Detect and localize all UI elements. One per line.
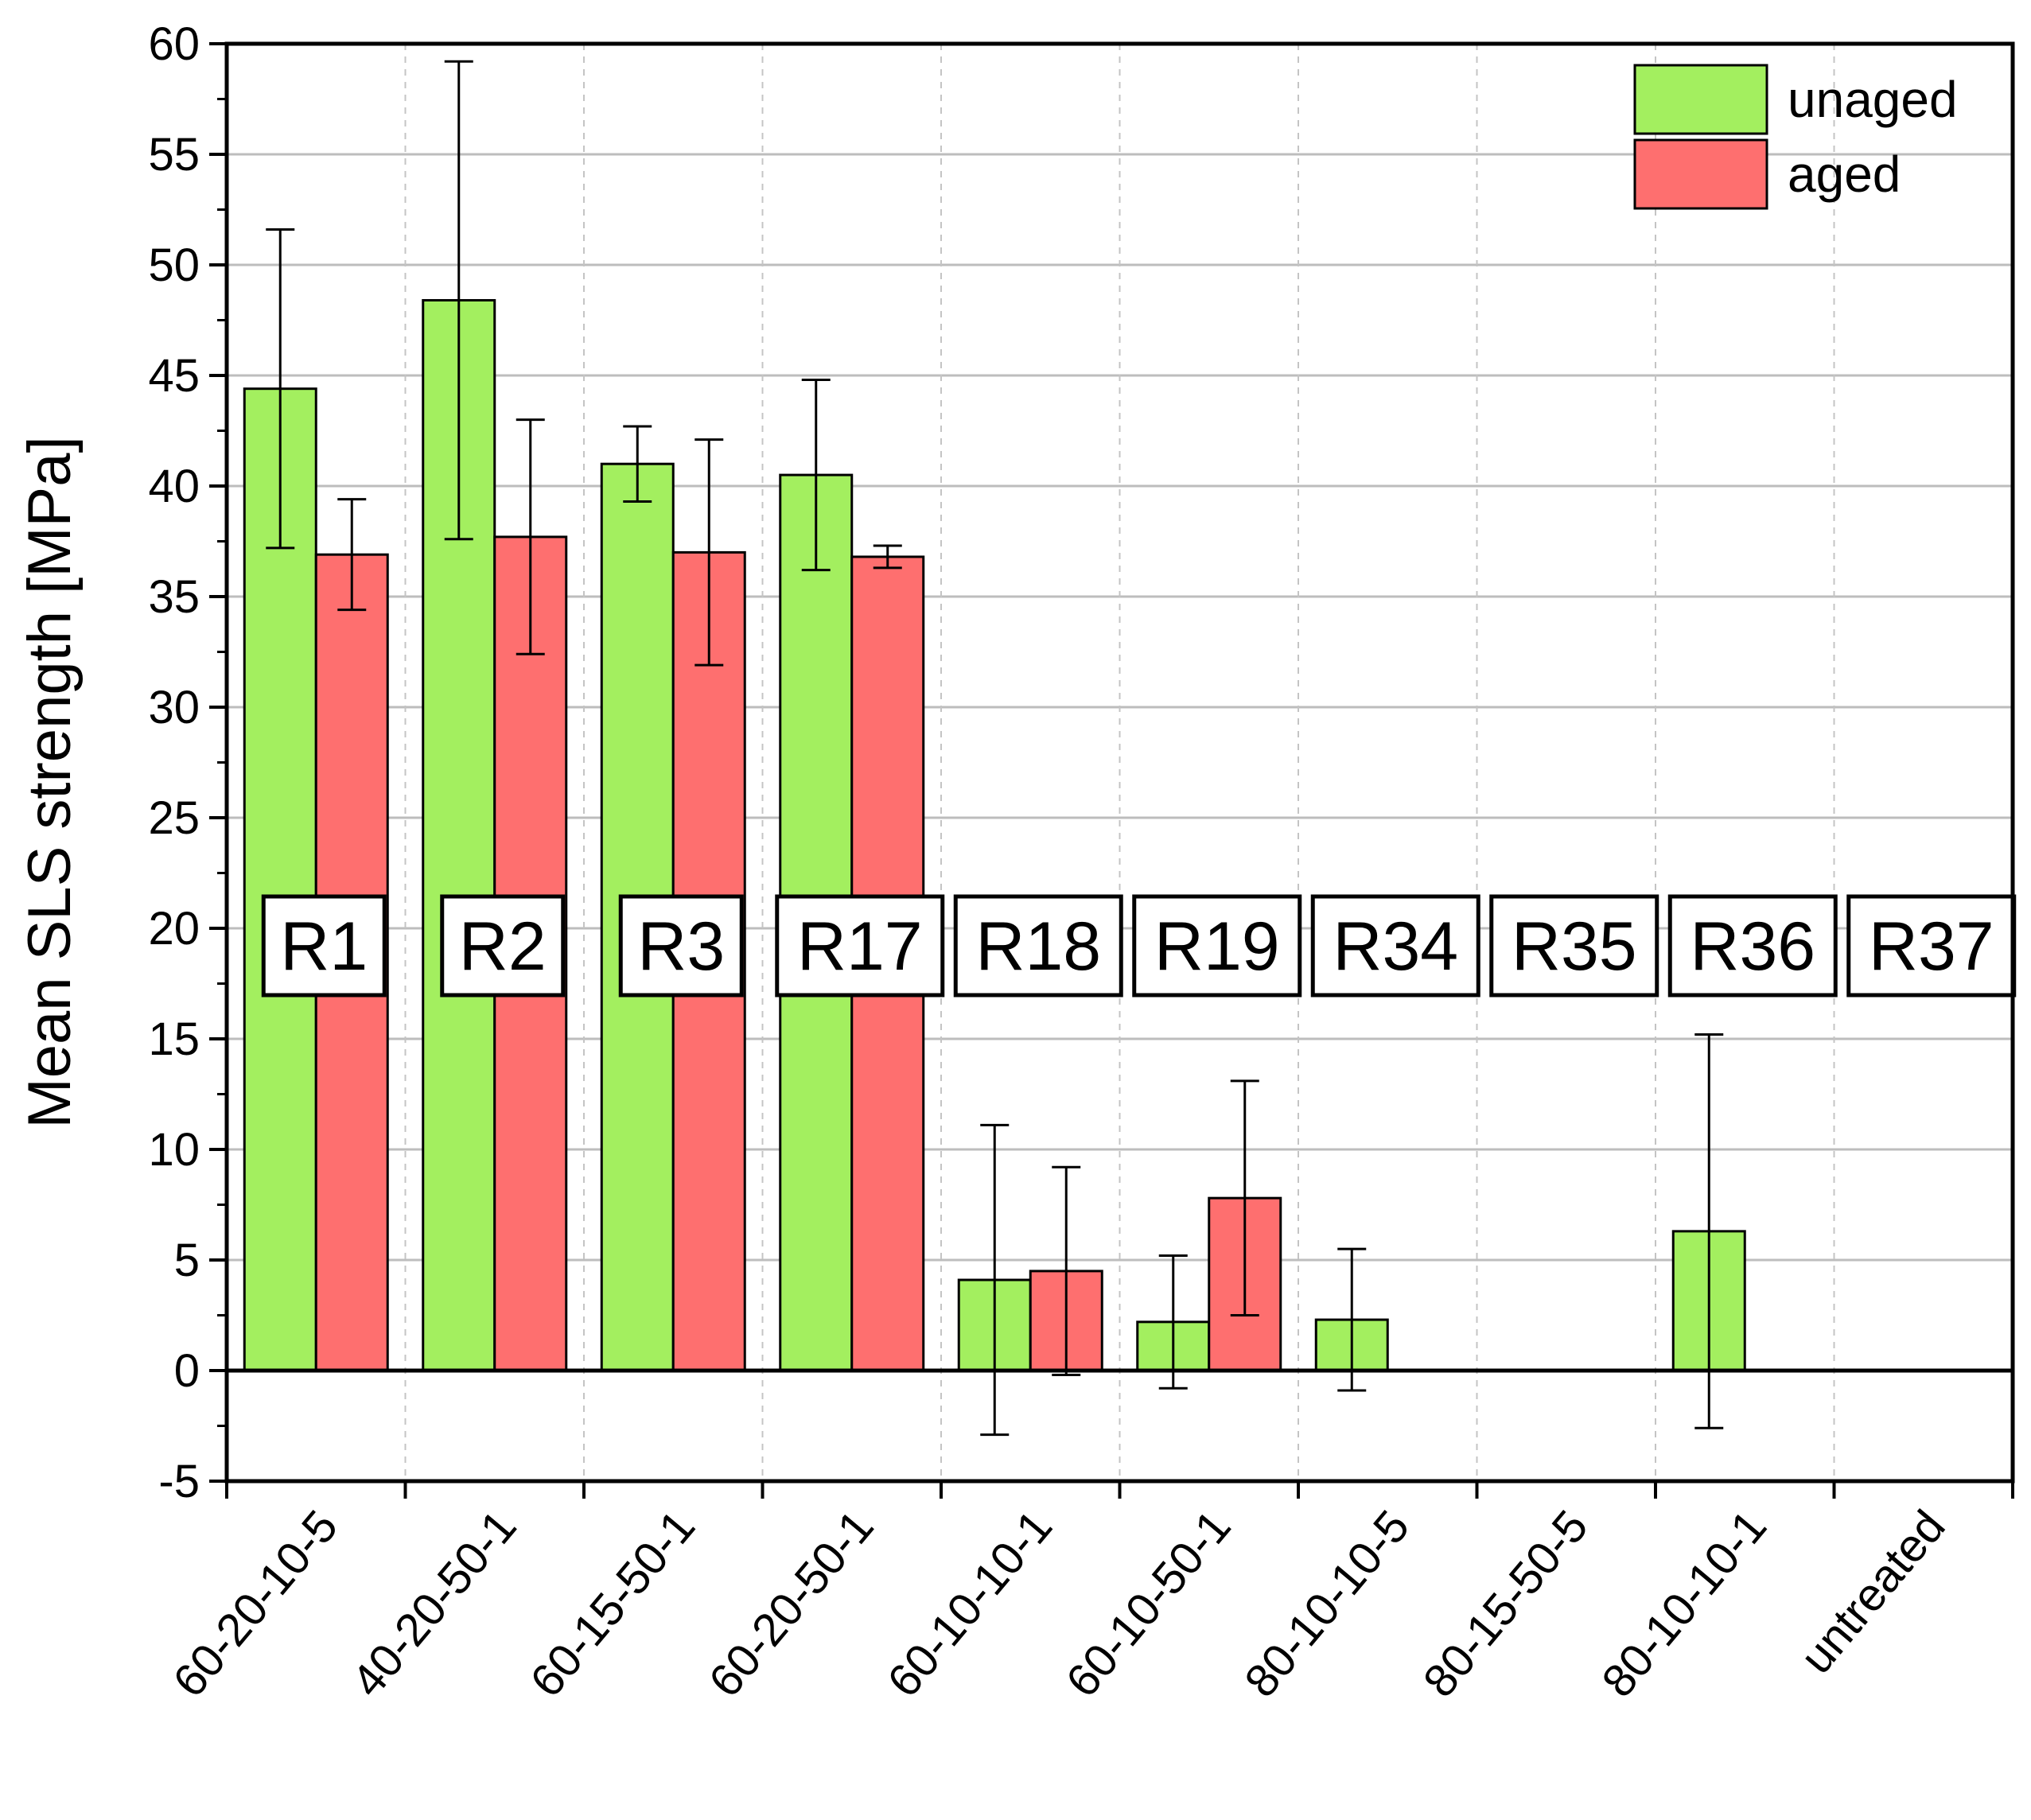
sample-label-box: [1667, 894, 1838, 998]
error-bars-layer: [266, 60, 1724, 1437]
y-tick-label: 50: [148, 239, 200, 291]
y-tick-label: 15: [148, 1013, 200, 1065]
y-tick-label: 35: [148, 571, 200, 623]
x-category-label: 80-15-50-5: [1414, 1501, 1598, 1707]
y-tick-label: 25: [148, 792, 200, 844]
sample-label-box: [1310, 894, 1480, 998]
x-category-label: 80-10-10-1: [1592, 1501, 1776, 1707]
sample-label-box: [775, 894, 945, 998]
y-tick-label: 30: [148, 682, 200, 733]
sample-label: R36: [1690, 908, 1815, 985]
sample-label: R17: [797, 908, 923, 985]
sample-label-box: [261, 894, 387, 998]
legend-swatch-unaged: [1633, 64, 1768, 135]
y-tick-label: 0: [174, 1345, 200, 1397]
y-tick-label: 10: [148, 1124, 200, 1176]
sample-label: R34: [1333, 908, 1458, 985]
x-category-label: 60-10-10-1: [877, 1501, 1062, 1707]
sample-label: R2: [459, 908, 547, 985]
sample-label-box: [1132, 894, 1302, 998]
sample-label: R3: [637, 908, 725, 985]
sample-label-box: [440, 894, 566, 998]
sample-label: R19: [1154, 908, 1280, 985]
y-tick-label: 55: [148, 129, 200, 181]
x-category-label: 60-15-50-1: [520, 1501, 705, 1707]
sample-label: R1: [280, 908, 368, 985]
sample-label: R35: [1512, 908, 1637, 985]
x-category-label: untreated: [1790, 1501, 1955, 1684]
y-tick-label: -5: [158, 1456, 200, 1507]
y-tick-label: 40: [148, 461, 200, 512]
sample-label: R37: [1869, 908, 1994, 985]
x-category-label: 60-10-50-1: [1056, 1501, 1241, 1707]
y-axis-title: Mean SLS strength [MPa]: [16, 436, 84, 1128]
sample-labels-layer: R1 R2 R3 R17 R18 R19 R34 R35 R36 R37: [261, 894, 2017, 998]
x-category-label: 80-10-10-5: [1235, 1501, 1419, 1707]
y-tick-label: 20: [148, 903, 200, 955]
x-category-label: 60-20-10-5: [163, 1501, 348, 1707]
sample-label: R18: [975, 908, 1101, 985]
x-category-label: 60-20-50-1: [699, 1501, 884, 1707]
y-tick-label: 60: [148, 18, 200, 70]
x-category-label: 40-20-50-1: [342, 1501, 527, 1707]
y-axis: -5 0 5 10 15 20 25 30 35 40 45 50 55 60: [148, 18, 227, 1507]
legend-label-aged: aged: [1788, 146, 1901, 203]
legend-swatch-aged: [1633, 138, 1768, 210]
sample-label-box: [1489, 894, 1659, 998]
legend: unaged aged: [1633, 64, 1958, 210]
y-tick-label: 5: [174, 1235, 200, 1286]
legend-label-unaged: unaged: [1788, 71, 1958, 128]
y-tick-label: 45: [148, 350, 200, 402]
sample-label-box: [618, 894, 744, 998]
x-axis: 60-20-10-540-20-50-160-15-50-160-20-50-1…: [163, 1481, 2014, 1707]
sample-label-box: [953, 894, 1123, 998]
